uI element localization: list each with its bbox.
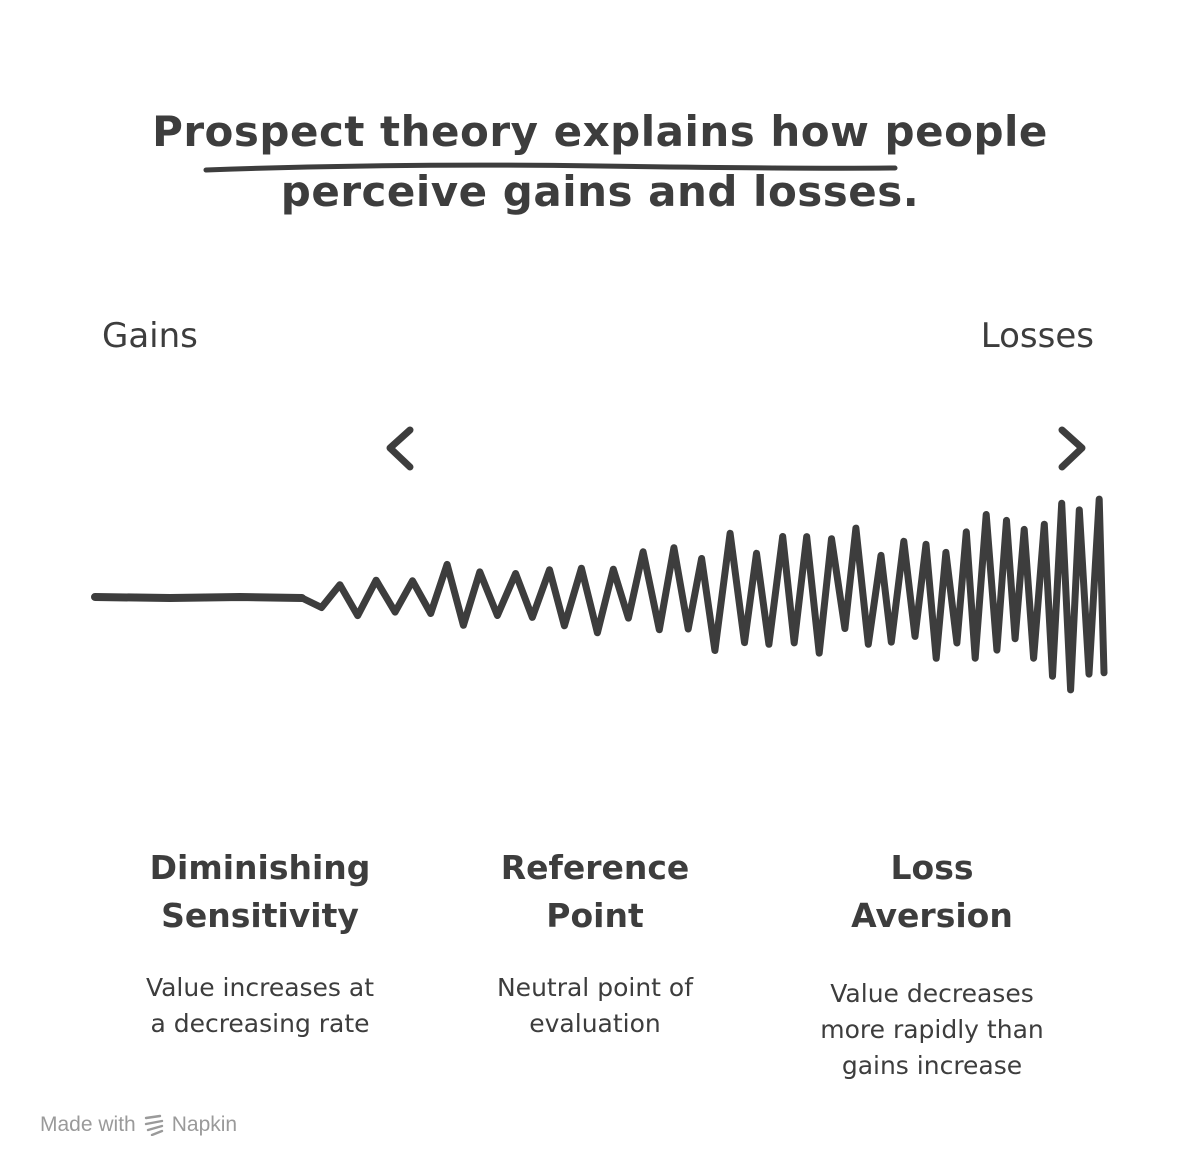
concept-desc-line: more rapidly than — [820, 1015, 1044, 1044]
losses-label: Losses — [980, 316, 1094, 356]
page-title: Prospect theory explains how people perc… — [60, 102, 1140, 222]
concept-reference-point: Reference Point Neutral point of evaluat… — [435, 844, 755, 1042]
oscillation-line — [298, 495, 1108, 694]
concept-description: Value increases at a decreasing rate — [100, 970, 420, 1042]
concept-desc-line: evaluation — [529, 1009, 661, 1038]
footer-prefix: Made with — [40, 1113, 136, 1136]
made-with-napkin-badge[interactable]: Made with Napkin — [40, 1113, 237, 1137]
chevron-right-icon — [1058, 426, 1086, 471]
footer-brand: Napkin — [171, 1113, 238, 1136]
concept-desc-line: gains increase — [841, 1051, 1023, 1080]
concept-desc-line: a decreasing rate — [150, 1009, 370, 1038]
concept-desc-line: Value decreases — [830, 979, 1034, 1008]
concept-title-line: Reference — [500, 848, 690, 887]
title-underline — [203, 162, 898, 173]
concept-desc-line: Value increases at — [145, 973, 375, 1002]
title-line-1: Prospect theory explains how people — [152, 107, 1048, 156]
concept-diminishing-sensitivity: Diminishing Sensitivity Value increases … — [100, 844, 420, 1042]
concept-loss-aversion: Loss Aversion Value decreases more rapid… — [772, 844, 1092, 1084]
concept-title-line: Aversion — [851, 896, 1013, 935]
napkin-logo-icon — [144, 1114, 163, 1136]
concept-title: Loss Aversion — [772, 844, 1092, 940]
gains-label: Gains — [102, 316, 198, 356]
concept-title-line: Diminishing — [149, 848, 371, 887]
concept-title-line: Loss — [890, 848, 974, 887]
concept-desc-line: Neutral point of — [496, 973, 694, 1002]
concept-title: Reference Point — [435, 844, 755, 940]
reference-flat-line — [91, 592, 306, 603]
concept-title-line: Point — [546, 896, 644, 935]
chevron-left-icon — [386, 426, 414, 471]
concept-title: Diminishing Sensitivity — [100, 844, 420, 940]
concept-description: Value decreases more rapidly than gains … — [772, 976, 1092, 1084]
title-line-2: perceive gains and losses. — [280, 167, 920, 216]
concept-title-line: Sensitivity — [161, 896, 359, 935]
concept-description: Neutral point of evaluation — [435, 970, 755, 1042]
